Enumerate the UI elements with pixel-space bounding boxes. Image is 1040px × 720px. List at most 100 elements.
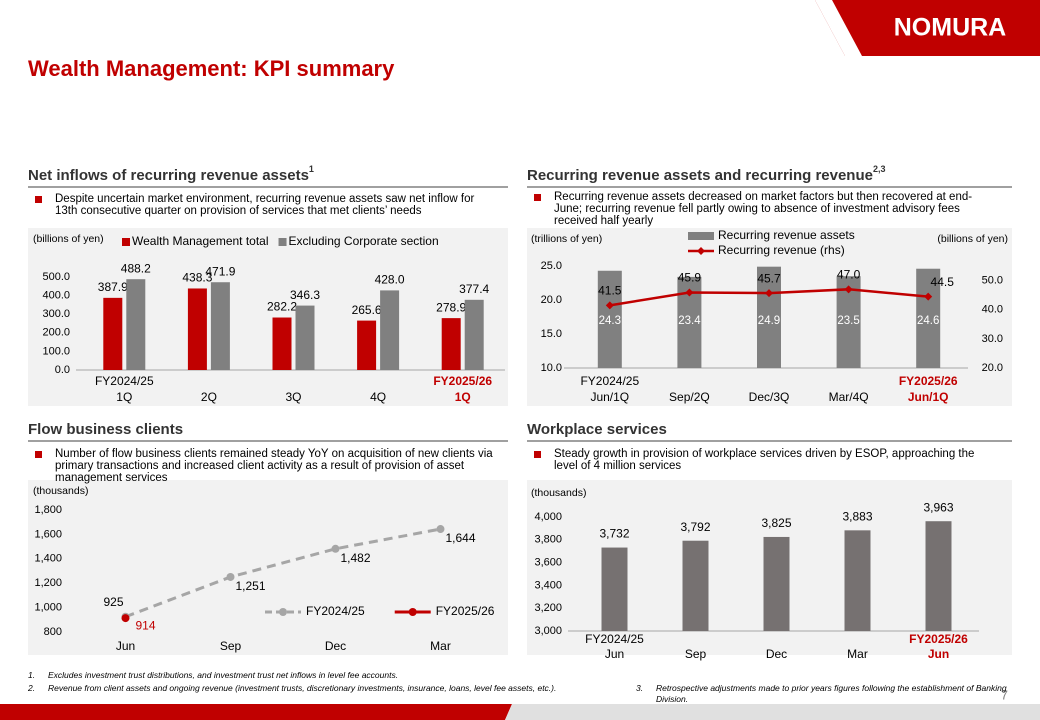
- x-tick-label: FY2025/26: [899, 374, 958, 388]
- x-tick-label: Mar/4Q: [829, 390, 869, 404]
- x-tick-label: Jun: [116, 639, 135, 653]
- line-marker: [924, 292, 933, 301]
- bar: [916, 268, 941, 368]
- legend-label: Excluding Corporate section: [289, 234, 439, 248]
- value-label: 3,883: [842, 510, 872, 524]
- y-tick-label: 3,000: [534, 625, 562, 637]
- x-tick-label: 4Q: [370, 390, 386, 404]
- value-label: 377.4: [459, 282, 489, 296]
- bar-value-label: 23.4: [678, 315, 701, 327]
- bar-value-label: 24.9: [758, 315, 780, 327]
- y-tick-label: 3,800: [534, 534, 562, 546]
- y-tick-label: 15.0: [541, 328, 562, 340]
- y-tick-label: 1,800: [34, 504, 62, 516]
- panel-title-text: Net inflows of recurring revenue assets: [28, 167, 309, 184]
- value-label: 438.3: [182, 271, 212, 285]
- bullet-square: [35, 451, 42, 458]
- line-marker: [685, 288, 694, 297]
- y2-tick-label: 20.0: [982, 362, 1003, 374]
- x-tick-label: FY2024/25: [95, 374, 154, 388]
- bar: [210, 282, 230, 370]
- x-tick-label: FY2025/26: [433, 374, 492, 388]
- footer-band: [0, 704, 512, 720]
- value-label: 47.0: [837, 267, 861, 281]
- y-axis-label: (thousands): [33, 485, 88, 497]
- bar: [757, 266, 781, 368]
- x-tick-label: Sep: [685, 647, 707, 661]
- bar: [295, 305, 315, 370]
- value-label: 387.9: [98, 280, 128, 294]
- x-tick-label: Jun: [605, 647, 624, 661]
- y-tick-label: 300.0: [42, 308, 70, 320]
- panel-bullet: Number of flow business clients remained…: [55, 448, 493, 484]
- x-tick-label: FY2024/25: [580, 374, 639, 388]
- panel-bullet: Steady growth in provision of workplace …: [554, 448, 975, 472]
- y-tick-label: 1,000: [34, 602, 62, 614]
- y-axis-label: (trillions of yen): [531, 233, 602, 245]
- value-label: 1,644: [445, 531, 475, 545]
- y2-tick-label: 50.0: [982, 274, 1003, 286]
- panel-title-text: Workplace services: [527, 421, 667, 438]
- bar-value-label: 24.3: [599, 315, 621, 327]
- x-tick-label: 1Q: [455, 390, 471, 404]
- y2-tick-label: 40.0: [982, 304, 1003, 316]
- x-tick-label: Mar: [430, 639, 451, 653]
- footnote-text: Revenue from client assets and ongoing r…: [48, 683, 557, 693]
- bar: [597, 270, 622, 368]
- bullet-square: [534, 194, 541, 201]
- bar: [601, 547, 628, 631]
- y-tick-label: 400.0: [42, 290, 70, 302]
- y-tick-label: 3,400: [534, 579, 562, 591]
- panel-title: Flow business clients: [28, 421, 183, 438]
- bar: [126, 279, 146, 370]
- legend-label: Wealth Management total: [132, 234, 269, 248]
- legend-swatch: [278, 238, 287, 246]
- bar: [187, 288, 207, 370]
- logo: NOMURA: [894, 14, 1007, 42]
- legend-label: FY2025/26: [436, 604, 495, 618]
- y-tick-label: 3,600: [534, 557, 562, 569]
- value-label: 346.3: [290, 288, 320, 302]
- bar: [380, 290, 400, 370]
- x-tick-label: 3Q: [285, 390, 301, 404]
- value-label: 44.5: [931, 275, 955, 289]
- y2-axis-label: (billions of yen): [937, 233, 1008, 245]
- legend-label: Recurring revenue (rhs): [718, 243, 845, 257]
- value-label: 3,963: [923, 500, 953, 514]
- bar: [844, 530, 871, 631]
- line-marker: [121, 614, 130, 623]
- logo-stripe: [815, 0, 862, 56]
- value-label: 914: [135, 618, 155, 632]
- panel-title: Workplace services: [527, 421, 667, 438]
- footnote-marker: 1.: [28, 670, 36, 680]
- bar: [763, 536, 790, 631]
- x-tick-label: Sep: [220, 639, 242, 653]
- footer-gray: [505, 704, 1040, 720]
- value-label: 45.7: [757, 271, 781, 285]
- y-axis-label: (thousands): [531, 487, 586, 499]
- value-label: 471.9: [205, 264, 235, 278]
- y-tick-label: 800: [44, 626, 62, 638]
- y2-tick-label: 30.0: [982, 333, 1003, 345]
- x-tick-label: Sep/2Q: [669, 390, 710, 404]
- x-tick-label: Mar: [847, 647, 868, 661]
- panel-title-text: Flow business clients: [28, 421, 183, 438]
- value-label: 265.6: [352, 303, 382, 317]
- value-label: 3,732: [599, 527, 629, 541]
- line-marker: [331, 544, 340, 553]
- y-tick-label: 500.0: [42, 271, 70, 283]
- x-tick-label: Dec: [766, 647, 787, 661]
- x-tick-label: FY2024/25: [585, 632, 644, 646]
- y-tick-label: 200.0: [42, 327, 70, 339]
- line-marker: [226, 572, 235, 581]
- y-tick-label: 25.0: [541, 260, 562, 272]
- y-tick-label: 100.0: [42, 345, 70, 357]
- value-label: 282.2: [267, 300, 297, 314]
- bullet-square: [35, 196, 42, 203]
- legend-swatch: [122, 238, 130, 246]
- panel-title-sup: 2,3: [873, 164, 886, 174]
- bar: [272, 317, 292, 370]
- value-label: 278.9: [436, 300, 466, 314]
- line: [124, 527, 441, 619]
